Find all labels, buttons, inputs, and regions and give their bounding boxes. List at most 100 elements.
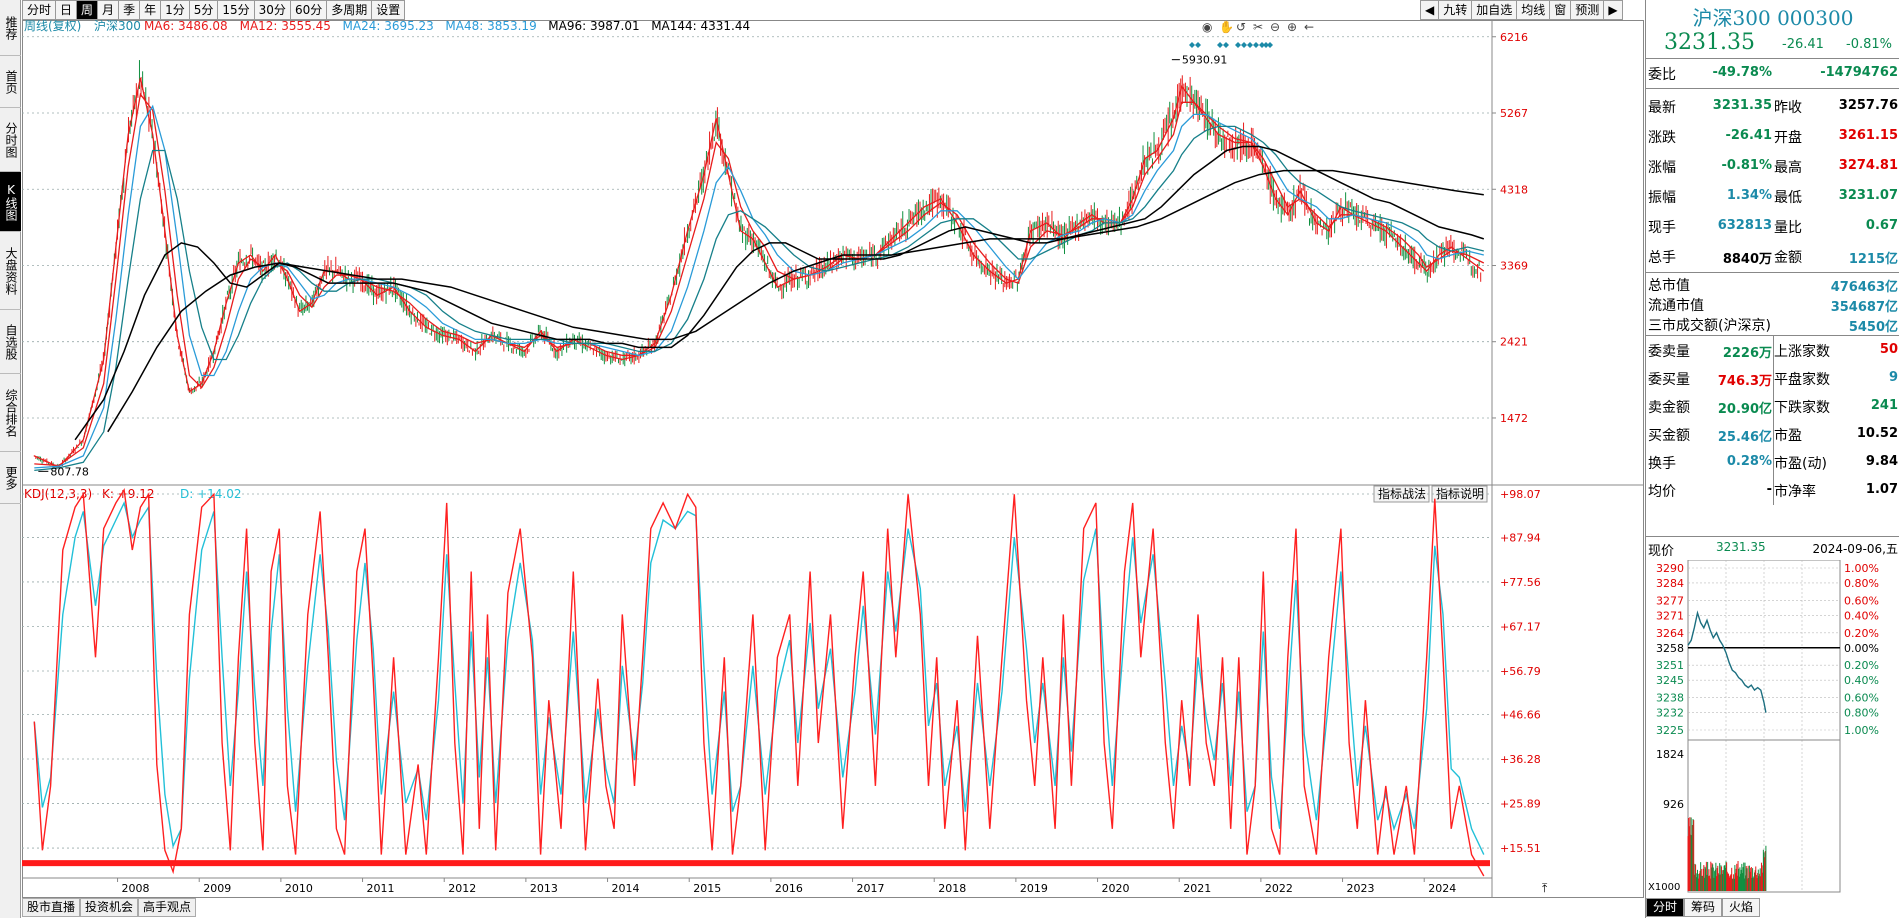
period-button-2[interactable]: 周 bbox=[77, 0, 99, 20]
mini-y-left-6: 3251 bbox=[1656, 659, 1684, 672]
mini-y-right-2: 0.60% bbox=[1844, 594, 1879, 607]
market-row-2: 三市成交额(沪深京) 5450亿 bbox=[1646, 314, 1899, 335]
ma-label-4: MA96: 3987.01 bbox=[548, 20, 639, 33]
period-button-7[interactable]: 5分 bbox=[189, 0, 219, 20]
hand-icon[interactable]: ✋ bbox=[1219, 20, 1234, 34]
quote-label-a: 涨跌 bbox=[1648, 130, 1676, 146]
mini-y-left-2: 3277 bbox=[1656, 594, 1684, 607]
intraday-mini-chart[interactable]: 3290 1.00% 3284 0.80% 3277 0.60% 3271 0.40% 3264… bbox=[1646, 560, 1899, 898]
left-tab-0[interactable]: 推荐 bbox=[0, 0, 21, 56]
event-diamond-icon[interactable] bbox=[1253, 42, 1259, 48]
mini-tab-2[interactable]: 火焰 bbox=[1722, 898, 1761, 917]
event-diamond-icon[interactable] bbox=[1235, 42, 1241, 48]
kline-chart[interactable]: 周线(复权) 沪深300 MA6: 3486.08 MA12: 3555.45 MA24… bbox=[22, 20, 1644, 898]
mini-frame bbox=[1687, 560, 1841, 893]
quote-value-a: 1.34% bbox=[1726, 188, 1772, 203]
quote-value-a: 632813 bbox=[1717, 218, 1772, 233]
event-diamond-icon[interactable] bbox=[1217, 42, 1223, 48]
event-diamond-icon[interactable] bbox=[1241, 42, 1247, 48]
x-tick-2: 2010 bbox=[285, 882, 313, 895]
mini-tab-0[interactable]: 分时 bbox=[1646, 898, 1685, 917]
period-button-5[interactable]: 年 bbox=[140, 0, 162, 20]
zoom-out-icon[interactable]: ⊖ bbox=[1270, 20, 1280, 34]
bottom-bar-button-2[interactable]: 高手观点 bbox=[138, 898, 197, 917]
mini-y-left-7: 3245 bbox=[1656, 674, 1684, 687]
event-diamond-icon[interactable] bbox=[1263, 42, 1269, 48]
event-diamond-icon[interactable] bbox=[1247, 42, 1253, 48]
zoom-in-icon[interactable]: ⊕ bbox=[1287, 20, 1297, 34]
bottom-bar-button-1[interactable]: 投资机会 bbox=[80, 898, 139, 917]
order-value-a: 20.90亿 bbox=[1717, 402, 1772, 417]
kline-header: 周线(复权) bbox=[24, 20, 81, 33]
mini-tab-1[interactable]: 筹码 bbox=[1684, 898, 1723, 917]
arrow-left-icon[interactable]: ← bbox=[1304, 20, 1314, 34]
event-diamond-icon[interactable] bbox=[1189, 42, 1195, 48]
y-tick-kdj-7: +25.89 bbox=[1500, 798, 1541, 811]
x-tick-6: 2014 bbox=[612, 882, 640, 895]
order-value-b: 9.84 bbox=[1865, 454, 1898, 469]
period-button-3[interactable]: 月 bbox=[98, 0, 120, 20]
x-tick-3: 2011 bbox=[367, 882, 395, 895]
period-button-11[interactable]: 多周期 bbox=[327, 0, 373, 20]
scroll-top-icon[interactable]: ⤒ bbox=[1542, 881, 1548, 895]
kdj-button-label-0: 指标战法 bbox=[1378, 486, 1426, 501]
toolbar-right-button-4[interactable]: 预测 bbox=[1571, 0, 1605, 20]
quote-value-b: 1215亿 bbox=[1848, 252, 1898, 267]
mini-y-right-6: 0.20% bbox=[1844, 659, 1879, 672]
kdj-threshold-bar bbox=[22, 860, 1490, 867]
mini-price-line bbox=[1687, 610, 1767, 713]
nav-left-button[interactable]: ◀ bbox=[1420, 0, 1440, 20]
bottom-bar-button-0[interactable]: 股市直播 bbox=[22, 898, 81, 917]
period-button-1[interactable]: 日 bbox=[56, 0, 78, 20]
order-label-b: 市盈(动) bbox=[1774, 456, 1827, 472]
period-button-4[interactable]: 季 bbox=[119, 0, 141, 20]
order-row-2: 卖金额 20.90亿 下跌家数 241 bbox=[1646, 391, 1899, 421]
toolbar-right-button-1[interactable]: 加自选 bbox=[1472, 0, 1518, 20]
left-tab-5[interactable]: 自选股 bbox=[0, 310, 21, 374]
order-label-b: 上涨家数 bbox=[1774, 344, 1830, 360]
left-tab-7[interactable]: 更多 bbox=[0, 452, 21, 504]
undo-icon[interactable]: ↺ bbox=[1236, 20, 1246, 34]
ma-label-5: MA144: 4331.44 bbox=[651, 20, 750, 33]
mini-label: 现价 bbox=[1648, 544, 1675, 559]
quote-panel: 沪深300 000300 3231.35 -26.41 -0.81% 委比 -49… bbox=[1645, 0, 1899, 918]
market-row-0: 总市值 476463亿 bbox=[1646, 274, 1899, 295]
mini-y-right-0: 1.00% bbox=[1844, 562, 1879, 575]
period-button-0[interactable]: 分时 bbox=[22, 0, 57, 20]
ma-line-MA12 bbox=[34, 92, 1485, 467]
x-tick-16: 2024 bbox=[1428, 882, 1456, 895]
left-tab-4[interactable]: 大盘资料 bbox=[0, 232, 21, 310]
eye-icon[interactable]: ◉ bbox=[1202, 20, 1212, 34]
y-tick-upper-0: 6216 bbox=[1500, 31, 1528, 44]
left-tab-2[interactable]: 分时图 bbox=[0, 108, 21, 172]
toolbar-right-button-0[interactable]: 九转 bbox=[1439, 0, 1473, 20]
divider-2 bbox=[1646, 88, 1899, 89]
order-row-0: 委卖量 2226万 上涨家数 50 bbox=[1646, 335, 1899, 365]
period-button-9[interactable]: 30分 bbox=[254, 0, 291, 20]
scissors-icon[interactable]: ✂ bbox=[1253, 20, 1263, 34]
quote-label-b: 开盘 bbox=[1774, 130, 1802, 146]
left-tab-1[interactable]: 首页 bbox=[0, 56, 21, 108]
event-diamond-icon[interactable] bbox=[1195, 42, 1201, 48]
event-diamond-icon[interactable] bbox=[1223, 42, 1229, 48]
period-button-8[interactable]: 15分 bbox=[218, 0, 255, 20]
left-tab-6[interactable]: 综合排名 bbox=[0, 374, 21, 452]
period-button-6[interactable]: 1分 bbox=[161, 0, 190, 20]
period-button-12[interactable]: 设置 bbox=[372, 0, 406, 20]
toolbar-right-button-2[interactable]: 均线 bbox=[1517, 0, 1551, 20]
nav-right-button[interactable]: ▶ bbox=[1604, 0, 1623, 20]
quote-label-a: 现手 bbox=[1648, 220, 1676, 236]
mini-y-right-10: 1.00% bbox=[1844, 724, 1879, 737]
left-tab-3[interactable]: K线图 bbox=[0, 172, 21, 232]
quote-value-a: 3231.35 bbox=[1712, 98, 1772, 113]
event-diamond-icon[interactable] bbox=[1267, 42, 1273, 48]
chart-tools: ◉ ✋ ↺ ✂ ⊖ ⊕ ← bbox=[1202, 20, 1314, 34]
mini-y-right-3: 0.40% bbox=[1844, 609, 1879, 622]
order-value-b: 1.07 bbox=[1865, 482, 1898, 497]
y-tick-kdj-4: +56.79 bbox=[1500, 665, 1541, 678]
mini-y-left-1: 3284 bbox=[1656, 577, 1684, 590]
period-button-10[interactable]: 60分 bbox=[290, 0, 328, 20]
event-diamond-icon[interactable] bbox=[1259, 42, 1265, 48]
mini-y-left-4: 3264 bbox=[1656, 627, 1684, 640]
toolbar-right-button-3[interactable]: 窗 bbox=[1550, 0, 1572, 20]
